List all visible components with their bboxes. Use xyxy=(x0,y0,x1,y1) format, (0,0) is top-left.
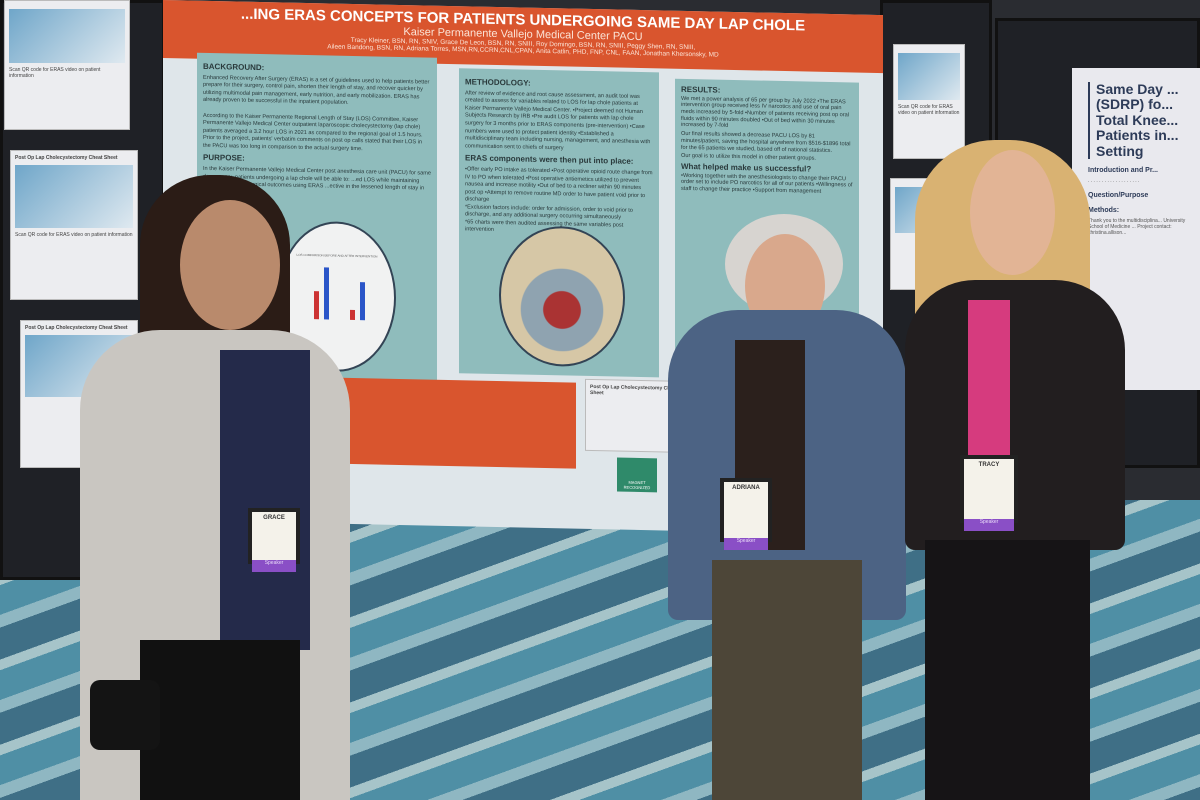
name-badge: ADRIANA Speaker xyxy=(720,478,772,550)
handout-caption: Scan QR code for ERAS video on patient i… xyxy=(15,232,133,238)
results-text: We met a power analysis of 65 per group … xyxy=(681,95,849,130)
helped-text: •Working together with the anesthesiolog… xyxy=(681,172,853,195)
face xyxy=(180,200,280,330)
handout-caption: Scan QR code for ERAS video on patient i… xyxy=(9,67,101,79)
badge-name: GRACE xyxy=(263,515,285,521)
badge-name: ADRIANA xyxy=(732,485,760,491)
name-badge: TRACY Speaker xyxy=(960,455,1018,531)
handout: Scan QR code for ERAS video on patient i… xyxy=(4,0,130,130)
top xyxy=(220,350,310,650)
magnet-logo: MAGNET RECOGNIZED xyxy=(617,457,657,493)
side-question-heading: Question/Purpose xyxy=(1088,191,1149,199)
chart-bar xyxy=(350,309,355,321)
blouse xyxy=(968,300,1010,460)
badge-name: TRACY xyxy=(978,462,1000,468)
results-text-2: Our final results showed a decrease PACU… xyxy=(681,130,851,154)
eras-text: •Offer early PO intake as tolerated •Pos… xyxy=(465,166,653,203)
cheat-sheet-title: Post Op Lap Cholecystectomy Cheat Sheet xyxy=(590,383,678,397)
chart-bar xyxy=(360,282,365,321)
name-badge: GRACE Speaker xyxy=(248,508,300,572)
background-text-2: According to the Kaiser Permanente Regio… xyxy=(203,112,423,152)
pants xyxy=(925,540,1090,800)
handout-caption: Scan QR code for ERAS video on patient i… xyxy=(898,104,960,117)
handout: Scan QR code for ERAS video on patient i… xyxy=(893,44,965,159)
methodology-text: After review of evidence and root cause … xyxy=(465,90,651,152)
pants xyxy=(712,560,862,800)
handout: Post Op Lap Cholecystectomy Cheat Sheet S… xyxy=(10,150,138,300)
team-photo xyxy=(499,225,625,368)
face xyxy=(970,150,1055,275)
handout-title: Post Op Lap Cholecystectomy Cheat Sheet xyxy=(15,155,118,161)
handout-title: Post Op Lap Cholecystectomy Cheat Sheet xyxy=(25,325,128,331)
chart-caption: LOS COMPARISON BEFORE AND AFTER INTERVEN… xyxy=(296,252,378,259)
background-text: Enhanced Recovery After Surgery (ERAS) i… xyxy=(203,74,430,107)
badge-ribbon: Speaker xyxy=(252,560,296,572)
side-thanks: Thank you to the multidisciplina... Univ… xyxy=(1088,217,1186,236)
phone xyxy=(90,680,160,750)
chart-bar xyxy=(314,291,319,320)
badge-ribbon: Speaker xyxy=(964,519,1014,531)
pants xyxy=(140,640,300,800)
chart-bar xyxy=(324,267,329,320)
side-intro-heading: Introduction and Pr... xyxy=(1088,166,1158,174)
side-poster-title: Same Day ... (SDRP) fo... Total Knee... … xyxy=(1088,81,1196,159)
references-panel: … xyxy=(318,377,576,469)
side-methods-heading: Methods: xyxy=(1088,206,1120,214)
badge-ribbon: Speaker xyxy=(724,538,768,550)
